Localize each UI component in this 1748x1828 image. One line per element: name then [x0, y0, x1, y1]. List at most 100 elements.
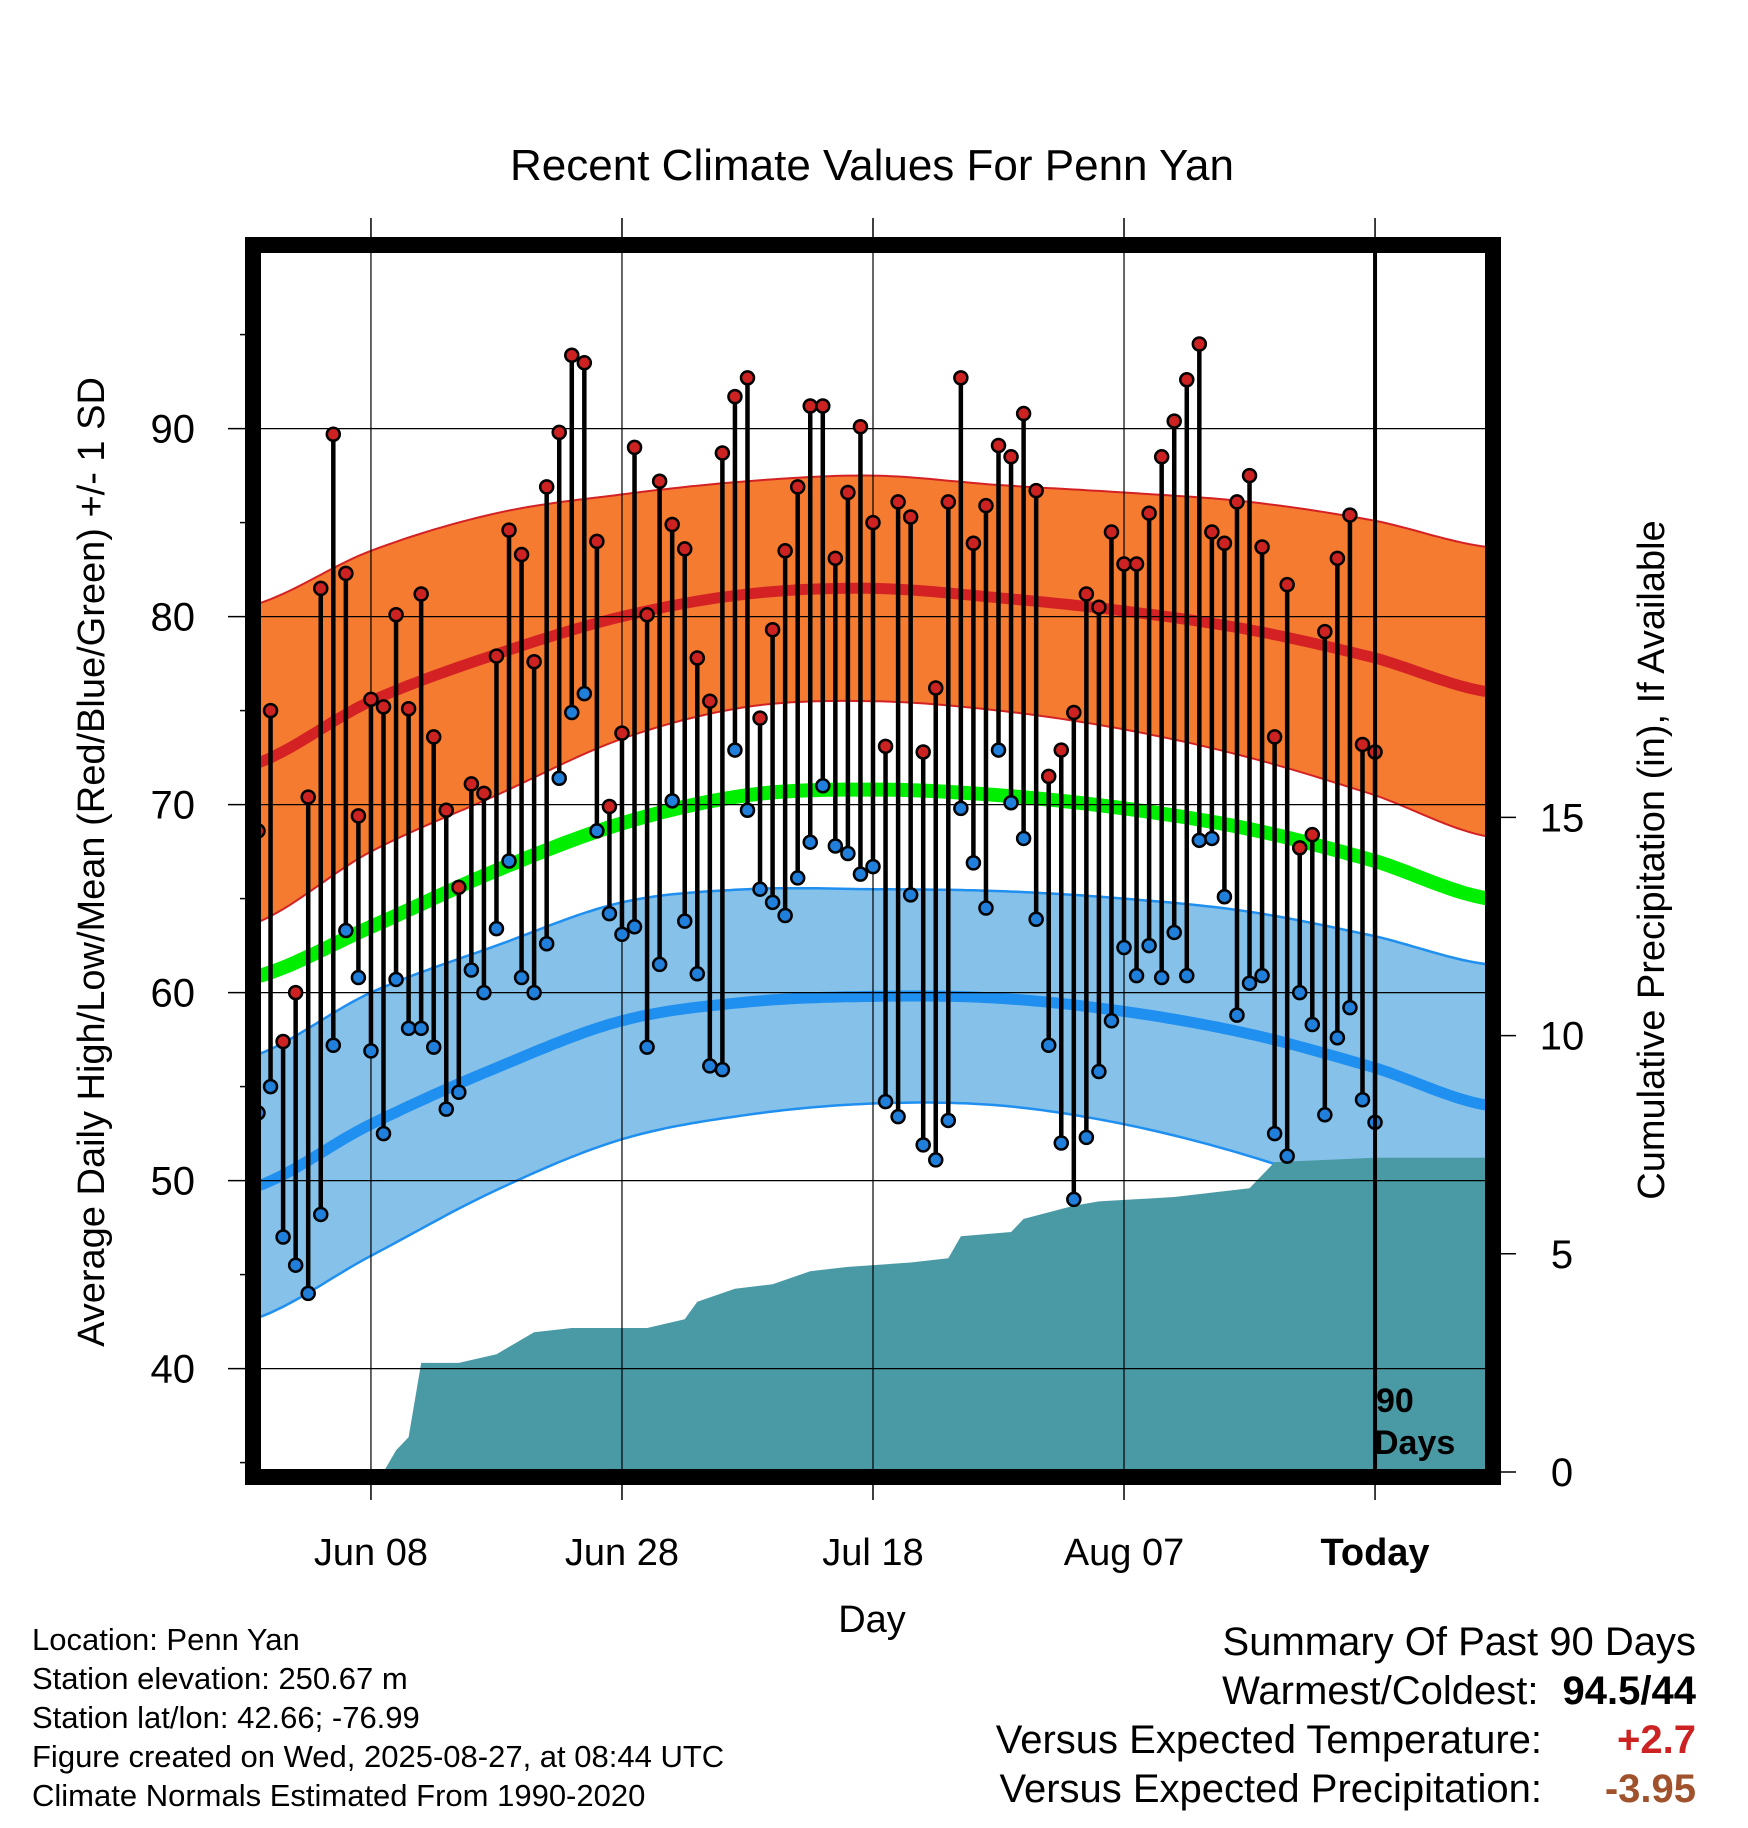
high-point [1116, 556, 1132, 572]
low-point [262, 1078, 279, 1095]
low-point [676, 913, 693, 929]
high-point [451, 879, 467, 896]
low-point [488, 920, 505, 937]
summary-heading: Summary Of Past 90 Days [1222, 1620, 1696, 1664]
low-point [463, 962, 480, 978]
low-point [714, 1061, 731, 1078]
low-point [815, 778, 831, 794]
low-point [1329, 1029, 1346, 1046]
precip-value: -3.95 [1604, 1767, 1696, 1811]
x-tick-label: Today [1320, 1532, 1429, 1574]
low-point [1103, 1013, 1120, 1029]
low-point [865, 858, 881, 875]
low-point [1003, 794, 1019, 811]
daily-points [258, 336, 1383, 1302]
high-point [626, 439, 643, 456]
high-point [940, 494, 957, 510]
high-point [852, 418, 869, 435]
low-point [476, 984, 492, 1001]
high-point [275, 1033, 291, 1050]
low-point [601, 905, 618, 922]
high-point [1216, 535, 1233, 552]
high-point [463, 776, 480, 792]
high-point [990, 437, 1007, 454]
low-point [350, 969, 367, 986]
low-point [513, 969, 530, 986]
high-point [1304, 826, 1321, 843]
low-point [375, 1125, 392, 1142]
low-point [338, 922, 354, 939]
low-point [1291, 984, 1308, 1001]
low-point [614, 926, 630, 943]
high-point [1291, 840, 1308, 856]
high-point [1003, 449, 1019, 465]
low-point [1040, 1037, 1057, 1053]
high-point [1091, 599, 1107, 615]
low-point [1317, 1107, 1333, 1123]
high-point [639, 606, 655, 623]
high-point [551, 424, 567, 441]
summary-temp-row: Versus Expected Temperature: +2.7 [996, 1716, 1696, 1765]
high-point [1053, 742, 1070, 758]
y-axis-label-left: Average Daily High/Low/Mean (Red/Blue/Gr… [71, 377, 113, 1347]
low-point [928, 1152, 944, 1168]
y-axis-label-right: Cumulative Precipitation (in), If Availa… [1631, 520, 1673, 1199]
high-point [777, 543, 793, 559]
low-point [1078, 1129, 1095, 1146]
high-point [488, 648, 505, 664]
high-point [375, 699, 392, 715]
precip-label: Versus Expected Precipitation: [999, 1767, 1542, 1811]
high-point [601, 798, 618, 815]
chart-title: Recent Climate Values For Penn Yan [510, 141, 1234, 190]
y-tick-label: 60 [151, 972, 196, 1016]
x-tick-label: Aug 07 [1064, 1532, 1184, 1574]
high-point [752, 710, 768, 726]
warmest-label: Warmest/Coldest: [1222, 1669, 1539, 1713]
low-point [1179, 967, 1195, 984]
low-point [551, 770, 567, 787]
high-point [564, 347, 580, 364]
high-point [1342, 507, 1358, 523]
high-point [1191, 336, 1208, 352]
high-point [676, 541, 693, 557]
high-point [1279, 576, 1295, 593]
low-point [1229, 1007, 1245, 1023]
high-point [413, 586, 429, 602]
latlon-text: Station lat/lon: 42.66; -76.99 [32, 1700, 420, 1735]
low-point [1204, 830, 1220, 847]
high-point [840, 484, 856, 501]
low-point [764, 894, 781, 911]
x-tick-label: Jul 18 [822, 1532, 923, 1574]
high-point [526, 653, 542, 670]
high-point [664, 516, 680, 533]
low-point [388, 971, 404, 988]
high-point [1266, 729, 1283, 745]
high-point [576, 355, 593, 371]
x-tick-label: Jun 28 [565, 1532, 679, 1574]
high-point [287, 984, 304, 1001]
low-point [526, 984, 542, 1001]
daily-range-stems [258, 344, 1378, 1294]
plot-frame [245, 237, 1501, 1485]
warmest-value: 94.5/44 [1562, 1669, 1696, 1713]
low-point [1116, 939, 1132, 956]
y-tick-label: 90 [151, 408, 196, 452]
low-normal-line [258, 990, 1488, 1192]
plot-border [245, 237, 1501, 1485]
high-point [363, 691, 379, 708]
low-point [827, 838, 844, 854]
low-point [400, 1020, 417, 1037]
low-point [727, 742, 743, 758]
low-point [438, 1101, 455, 1117]
high-point [978, 497, 994, 514]
high-point [1317, 623, 1333, 640]
low-point [840, 845, 856, 862]
low-point [1128, 967, 1145, 984]
low-point [1015, 830, 1032, 847]
high-point [1229, 494, 1245, 510]
low-point [1241, 975, 1258, 991]
temp-label: Versus Expected Temperature: [995, 1718, 1542, 1762]
high-point [325, 426, 342, 442]
low-point [564, 704, 580, 721]
high-point [1179, 371, 1195, 388]
